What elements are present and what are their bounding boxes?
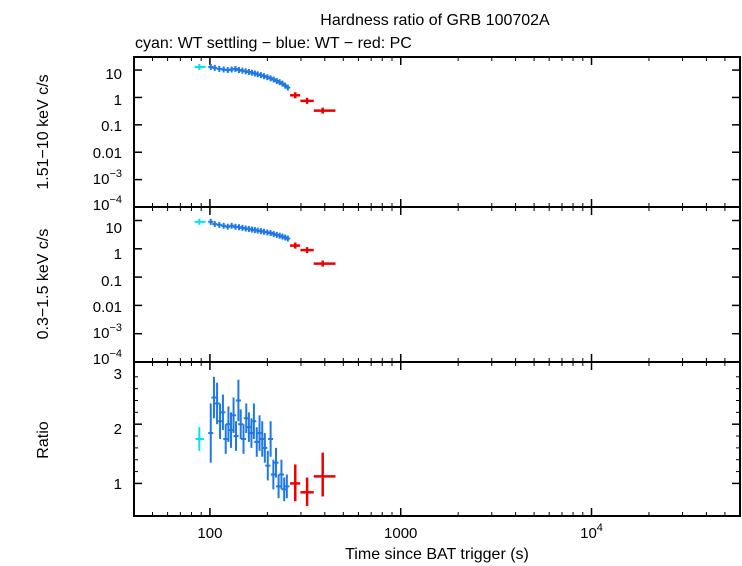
panels-layer: 10 1 0.1 0.01 10−3 10−4 1.51−10 keV c/s 10 1 0.1 0… <box>35 56 741 542</box>
panel-frame <box>133 361 741 517</box>
y-tick-label: 10 <box>105 66 122 83</box>
data-point <box>216 65 222 72</box>
data-point <box>212 221 218 228</box>
y-tick-label: 3 <box>114 366 122 383</box>
x-tick-labels: 100 1000 104 <box>197 522 603 542</box>
y-tick-label: 0.01 <box>93 145 122 162</box>
x-tick-label: 100 <box>197 525 222 542</box>
data-point <box>290 92 301 99</box>
series-wt <box>208 218 291 242</box>
data-point <box>231 397 237 434</box>
data-point <box>208 218 214 225</box>
data-point <box>195 427 204 451</box>
series-wt <box>208 376 290 502</box>
data-point <box>268 421 274 457</box>
data-point <box>194 63 206 70</box>
data-point <box>276 474 282 499</box>
data-point <box>279 80 285 87</box>
data-point <box>211 376 217 419</box>
data-point <box>290 242 301 249</box>
data-point <box>264 74 270 81</box>
data-point <box>313 452 336 497</box>
data-point <box>251 403 257 439</box>
data-point <box>265 450 271 481</box>
data-point <box>313 260 336 267</box>
series-pc <box>290 452 336 506</box>
x-tick-label: 104 <box>580 522 603 542</box>
series-wt-settling <box>194 218 206 225</box>
data-point <box>235 379 241 422</box>
data-point <box>212 64 218 71</box>
data-point <box>285 84 291 91</box>
y-tick-label: 10 <box>105 220 122 237</box>
y-tick-label: 0.01 <box>93 299 122 316</box>
data-point <box>241 424 247 454</box>
chart-title: Hardness ratio of GRB 100702A <box>320 12 550 29</box>
panel-ratio: 3 2 1 Ratio <box>35 361 741 517</box>
data-point <box>238 409 244 439</box>
series-wt-settling <box>195 427 204 451</box>
data-point <box>233 421 239 451</box>
data-point <box>214 382 220 425</box>
series-pc <box>290 242 336 267</box>
data-point <box>232 65 238 72</box>
data-point <box>261 73 267 80</box>
y-tick-label: 10−3 <box>93 168 122 188</box>
data-point <box>300 477 314 506</box>
x-axis-label: Time since BAT trigger (s) <box>345 546 529 563</box>
data-point <box>257 415 263 451</box>
chart-subtitle: cyan: WT settling − blue: WT − red: PC <box>135 35 412 52</box>
y-tick-label: 0.1 <box>101 273 122 290</box>
series-pc <box>290 92 336 114</box>
data-point <box>271 76 277 83</box>
y-tick-label: 10−4 <box>93 348 122 368</box>
data-point <box>194 218 206 225</box>
y-tick-label: 1 <box>114 476 122 493</box>
data-point <box>277 79 283 86</box>
data-point <box>220 394 226 431</box>
data-point <box>290 464 301 502</box>
data-point <box>268 230 274 237</box>
data-point <box>273 447 279 478</box>
data-point <box>278 459 284 490</box>
data-point <box>262 433 268 463</box>
data-point <box>268 75 274 82</box>
panel-frame <box>133 206 741 363</box>
data-point <box>300 247 314 254</box>
data-point <box>285 235 291 242</box>
y-tick-label: 10−3 <box>93 322 122 342</box>
y-axis-label-hard: 1.51−10 keV c/s <box>35 74 52 189</box>
data-point <box>223 424 229 454</box>
data-point <box>208 403 214 463</box>
data-point <box>254 427 260 457</box>
data-point <box>217 403 223 439</box>
data-point <box>284 474 290 499</box>
x-tick-label: 1000 <box>384 525 417 542</box>
data-point <box>313 107 336 114</box>
data-point <box>300 97 314 104</box>
y-axis-label-soft: 0.3−1.5 keV c/s <box>35 229 52 340</box>
panel-soft: 10 1 0.1 0.01 10−3 10−4 0.3−1.5 keV c/s <box>35 206 741 368</box>
data-point <box>216 221 222 228</box>
y-tick-label: 1 <box>114 246 122 263</box>
y-tick-label: 1 <box>114 92 122 109</box>
series-wt <box>208 63 291 91</box>
y-axis-label-ratio: Ratio <box>35 421 52 458</box>
series-wt-settling <box>194 63 206 70</box>
y-tick-label: 2 <box>114 421 122 438</box>
y-tick-label: 10−4 <box>93 194 122 214</box>
y-tick-label: 0.1 <box>101 118 122 135</box>
panel-hard: 10 1 0.1 0.01 10−3 10−4 1.51−10 keV c/s <box>35 56 741 214</box>
data-point <box>274 77 280 84</box>
panel-frame <box>133 56 741 208</box>
